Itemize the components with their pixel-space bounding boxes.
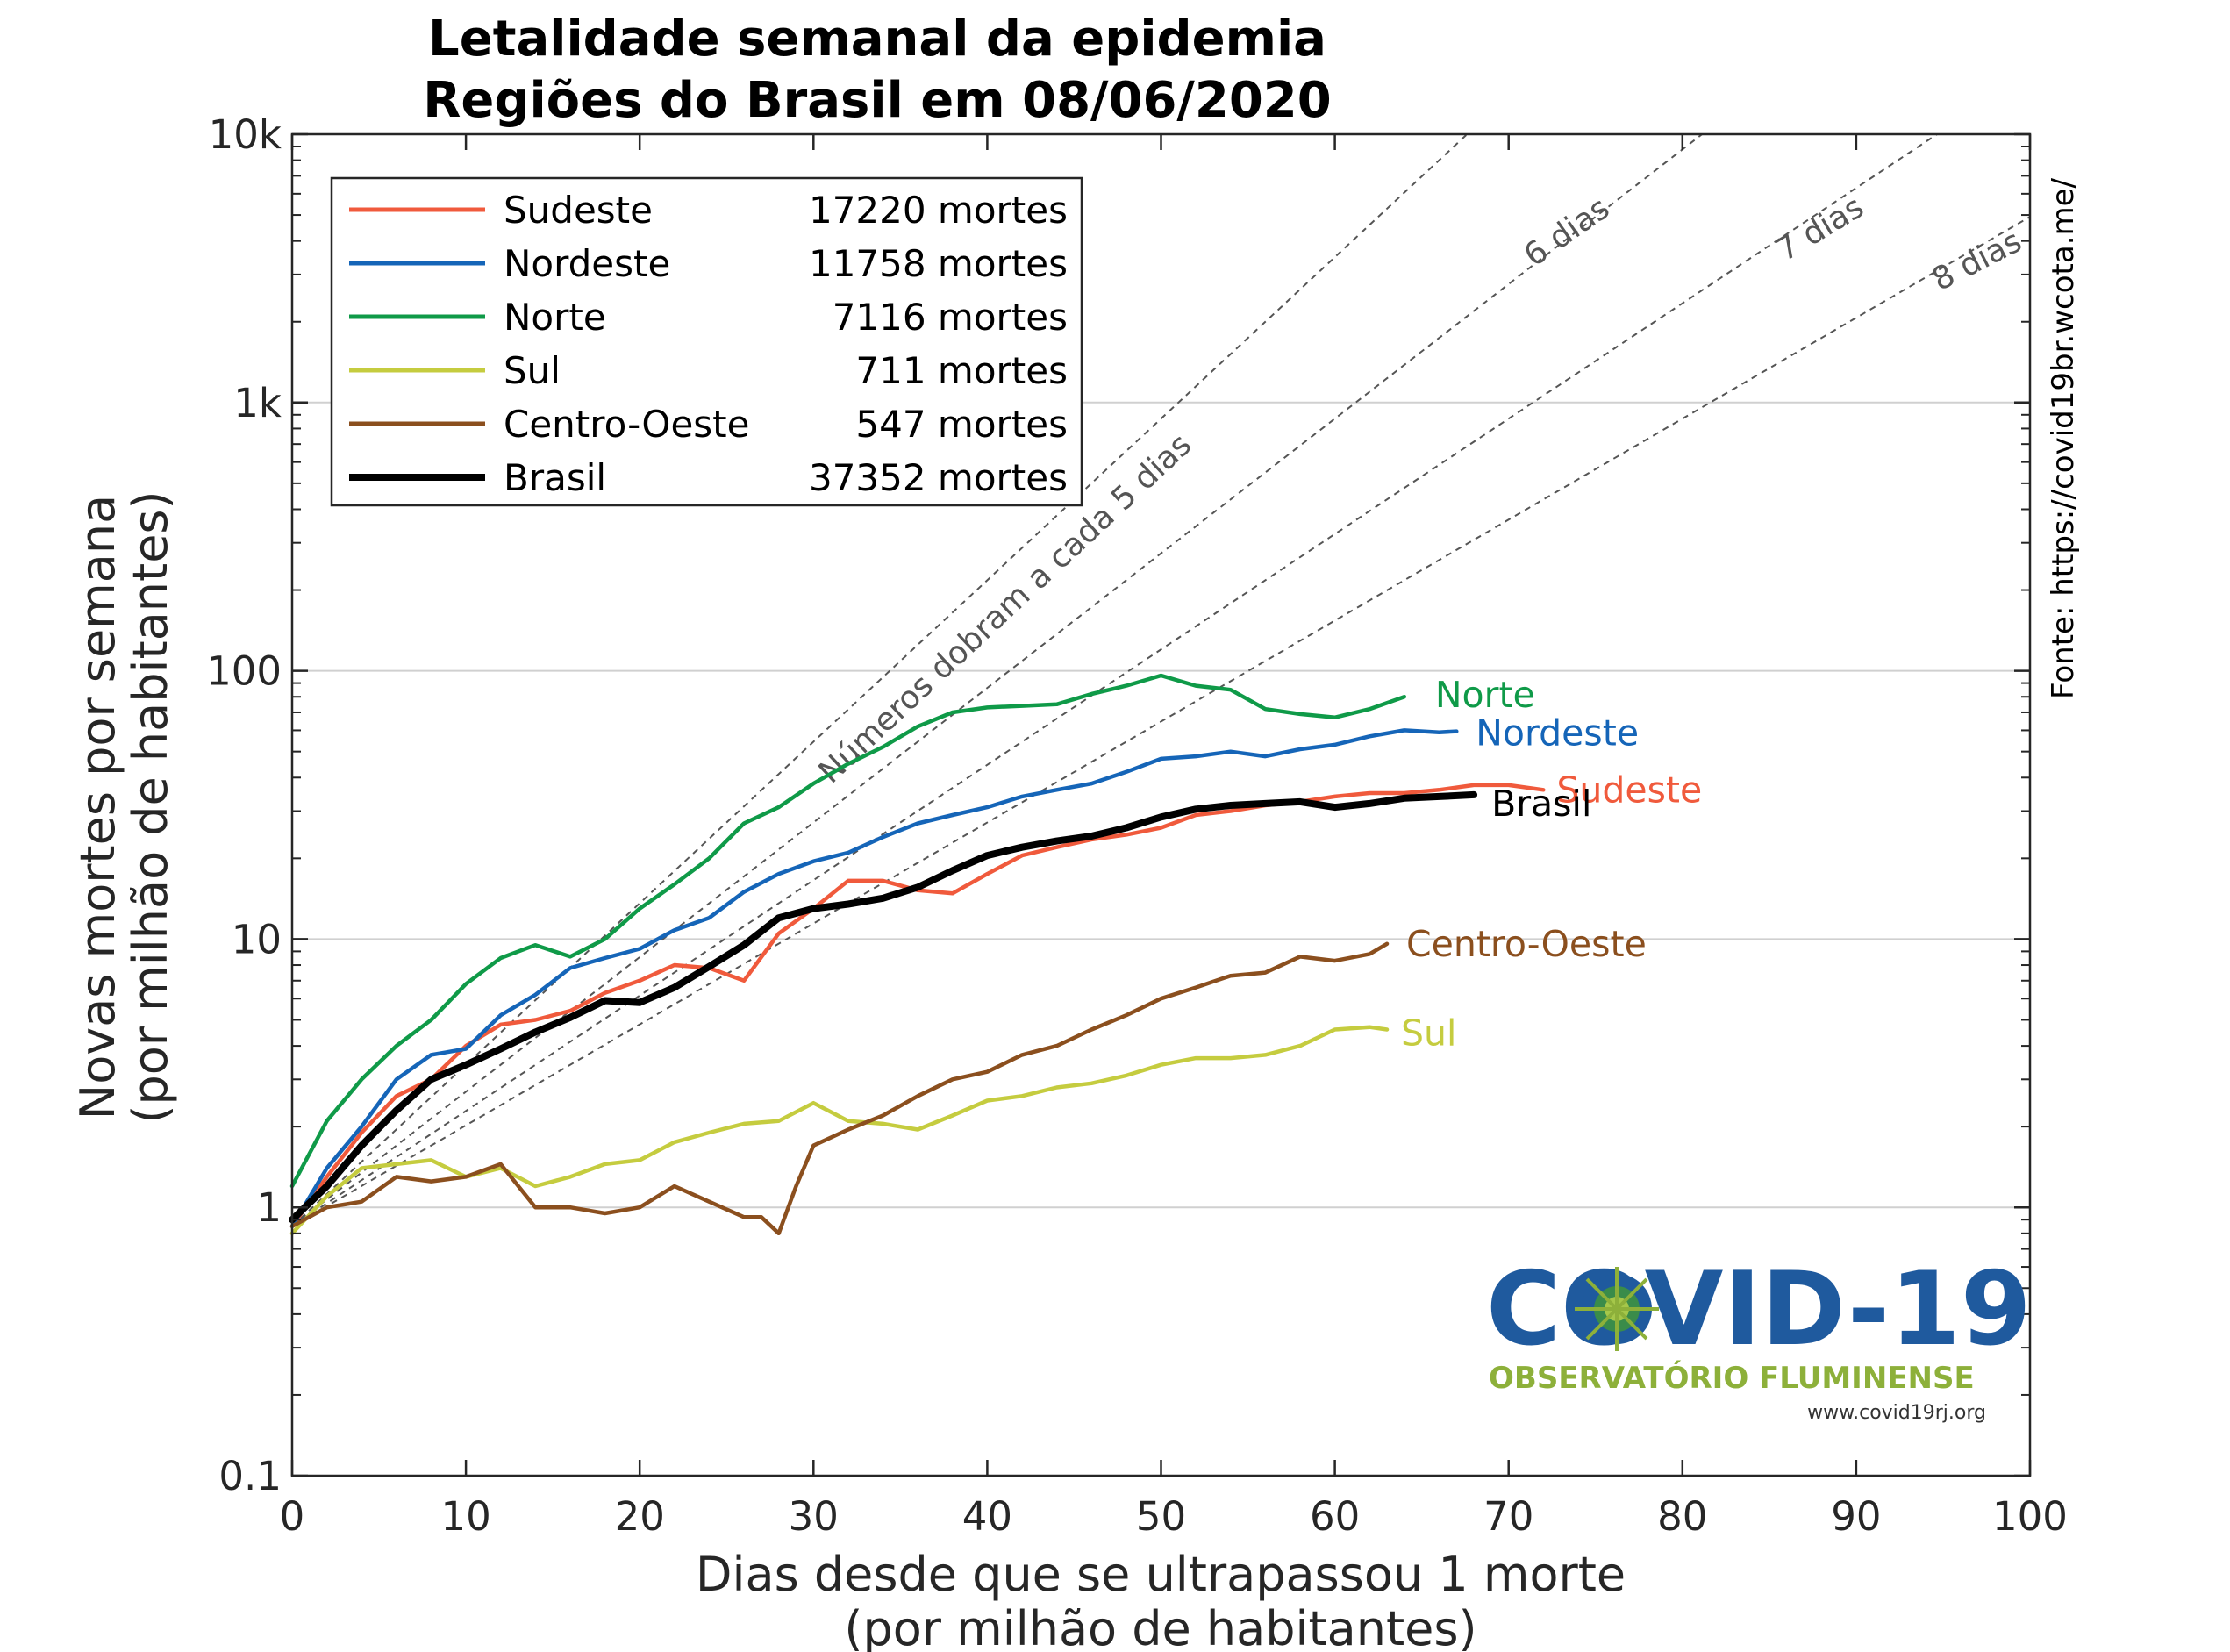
x-tick-label: 60 xyxy=(1310,1493,1360,1540)
x-tick-label: 70 xyxy=(1483,1493,1533,1540)
end-label-sudeste: Sudeste xyxy=(1556,769,1702,811)
covid19-logo: COVID-19 OBSERVATÓRIO FLUMINENSE www.cov… xyxy=(1486,1250,2032,1424)
y-tick-label: 1k xyxy=(233,380,282,426)
legend-box xyxy=(330,176,1083,507)
y-tick-label: 10 xyxy=(232,916,282,962)
logo-subtitle: OBSERVATÓRIO FLUMINENSE xyxy=(1489,1360,1975,1396)
legend-label-sudeste: Sudeste xyxy=(504,189,653,232)
legend: Sudeste 17220 mortes Nordeste 11758 mortes N… xyxy=(330,176,1083,507)
end-label-sul: Sul xyxy=(1401,1012,1456,1055)
reference-line-6d xyxy=(292,134,1703,1227)
legend-label-norte: Norte xyxy=(504,296,606,339)
legend-label-brasil: Brasil xyxy=(504,456,606,499)
source-note: Fonte: https://covid19br.wcota.me/ xyxy=(2046,177,2081,699)
x-tick-label: 0 xyxy=(280,1493,305,1540)
legend-deaths-centro-oeste: 547 mortes xyxy=(855,403,1068,446)
legend-label-sul: Sul xyxy=(504,349,561,392)
chart-subtitle: Regiões do Brasil em 08/06/2020 xyxy=(423,72,1331,129)
x-tick-label: 90 xyxy=(1831,1493,1881,1540)
axis-ticks: 0.1 1 10 100 1k 10k 0 10 20 30 40 50 60 70 80 90 100 xyxy=(206,111,2068,1540)
legend-label-nordeste: Nordeste xyxy=(504,242,670,285)
x-tick-label: 40 xyxy=(962,1493,1012,1540)
x-tick-label: 20 xyxy=(615,1493,665,1540)
x-tick-label: 100 xyxy=(1992,1493,2068,1540)
x-tick-label: 30 xyxy=(789,1493,839,1540)
x-tick-label: 80 xyxy=(1657,1493,1707,1540)
y-tick-label: 100 xyxy=(206,648,282,695)
legend-deaths-sudeste: 17220 mortes xyxy=(809,189,1068,232)
y-tick-label: 10k xyxy=(209,111,282,158)
series-line-nordeste xyxy=(289,728,1459,1229)
reference-line-8d xyxy=(292,216,2030,1227)
end-label-norte: Norte xyxy=(1435,674,1535,716)
virus-icon xyxy=(1575,1267,1659,1351)
x-tick-label: 50 xyxy=(1136,1493,1186,1540)
logo-title: COVID-19 xyxy=(1486,1250,2032,1369)
end-label-nordeste: Nordeste xyxy=(1476,712,1639,754)
y-axis-label: Novas mortes por semana xyxy=(70,495,125,1119)
reference-line-7d xyxy=(292,134,1938,1227)
y-tick-label: 1 xyxy=(256,1184,282,1231)
chart-title: Letalidade semanal da epidemia xyxy=(428,11,1326,68)
series-line-centro-oeste xyxy=(289,941,1390,1236)
legend-deaths-nordeste: 11758 mortes xyxy=(809,242,1068,285)
end-label-brasil: Brasil xyxy=(1491,783,1591,825)
end-label-centro-oeste: Centro-Oeste xyxy=(1406,923,1647,965)
logo-url: www.covid19rj.org xyxy=(1807,1402,1986,1424)
x-axis-label-line2: (por milhão de habitantes) xyxy=(844,1601,1476,1652)
legend-label-centro-oeste: Centro-Oeste xyxy=(504,403,750,446)
y-tick-label: 0.1 xyxy=(218,1453,282,1499)
series-line-brasil xyxy=(289,790,1478,1224)
series-line-norte xyxy=(289,673,1407,1189)
x-axis-label: Dias desde que se ultrapassou 1 morte xyxy=(696,1547,1626,1602)
legend-deaths-brasil: 37352 mortes xyxy=(809,456,1068,499)
legend-deaths-sul: 711 mortes xyxy=(855,349,1068,392)
x-tick-label: 10 xyxy=(440,1493,490,1540)
y-axis-label-line2: (por milhão de habitantes) xyxy=(123,490,178,1123)
legend-deaths-norte: 7116 mortes xyxy=(833,296,1068,339)
reference-line-5d xyxy=(292,134,1469,1227)
